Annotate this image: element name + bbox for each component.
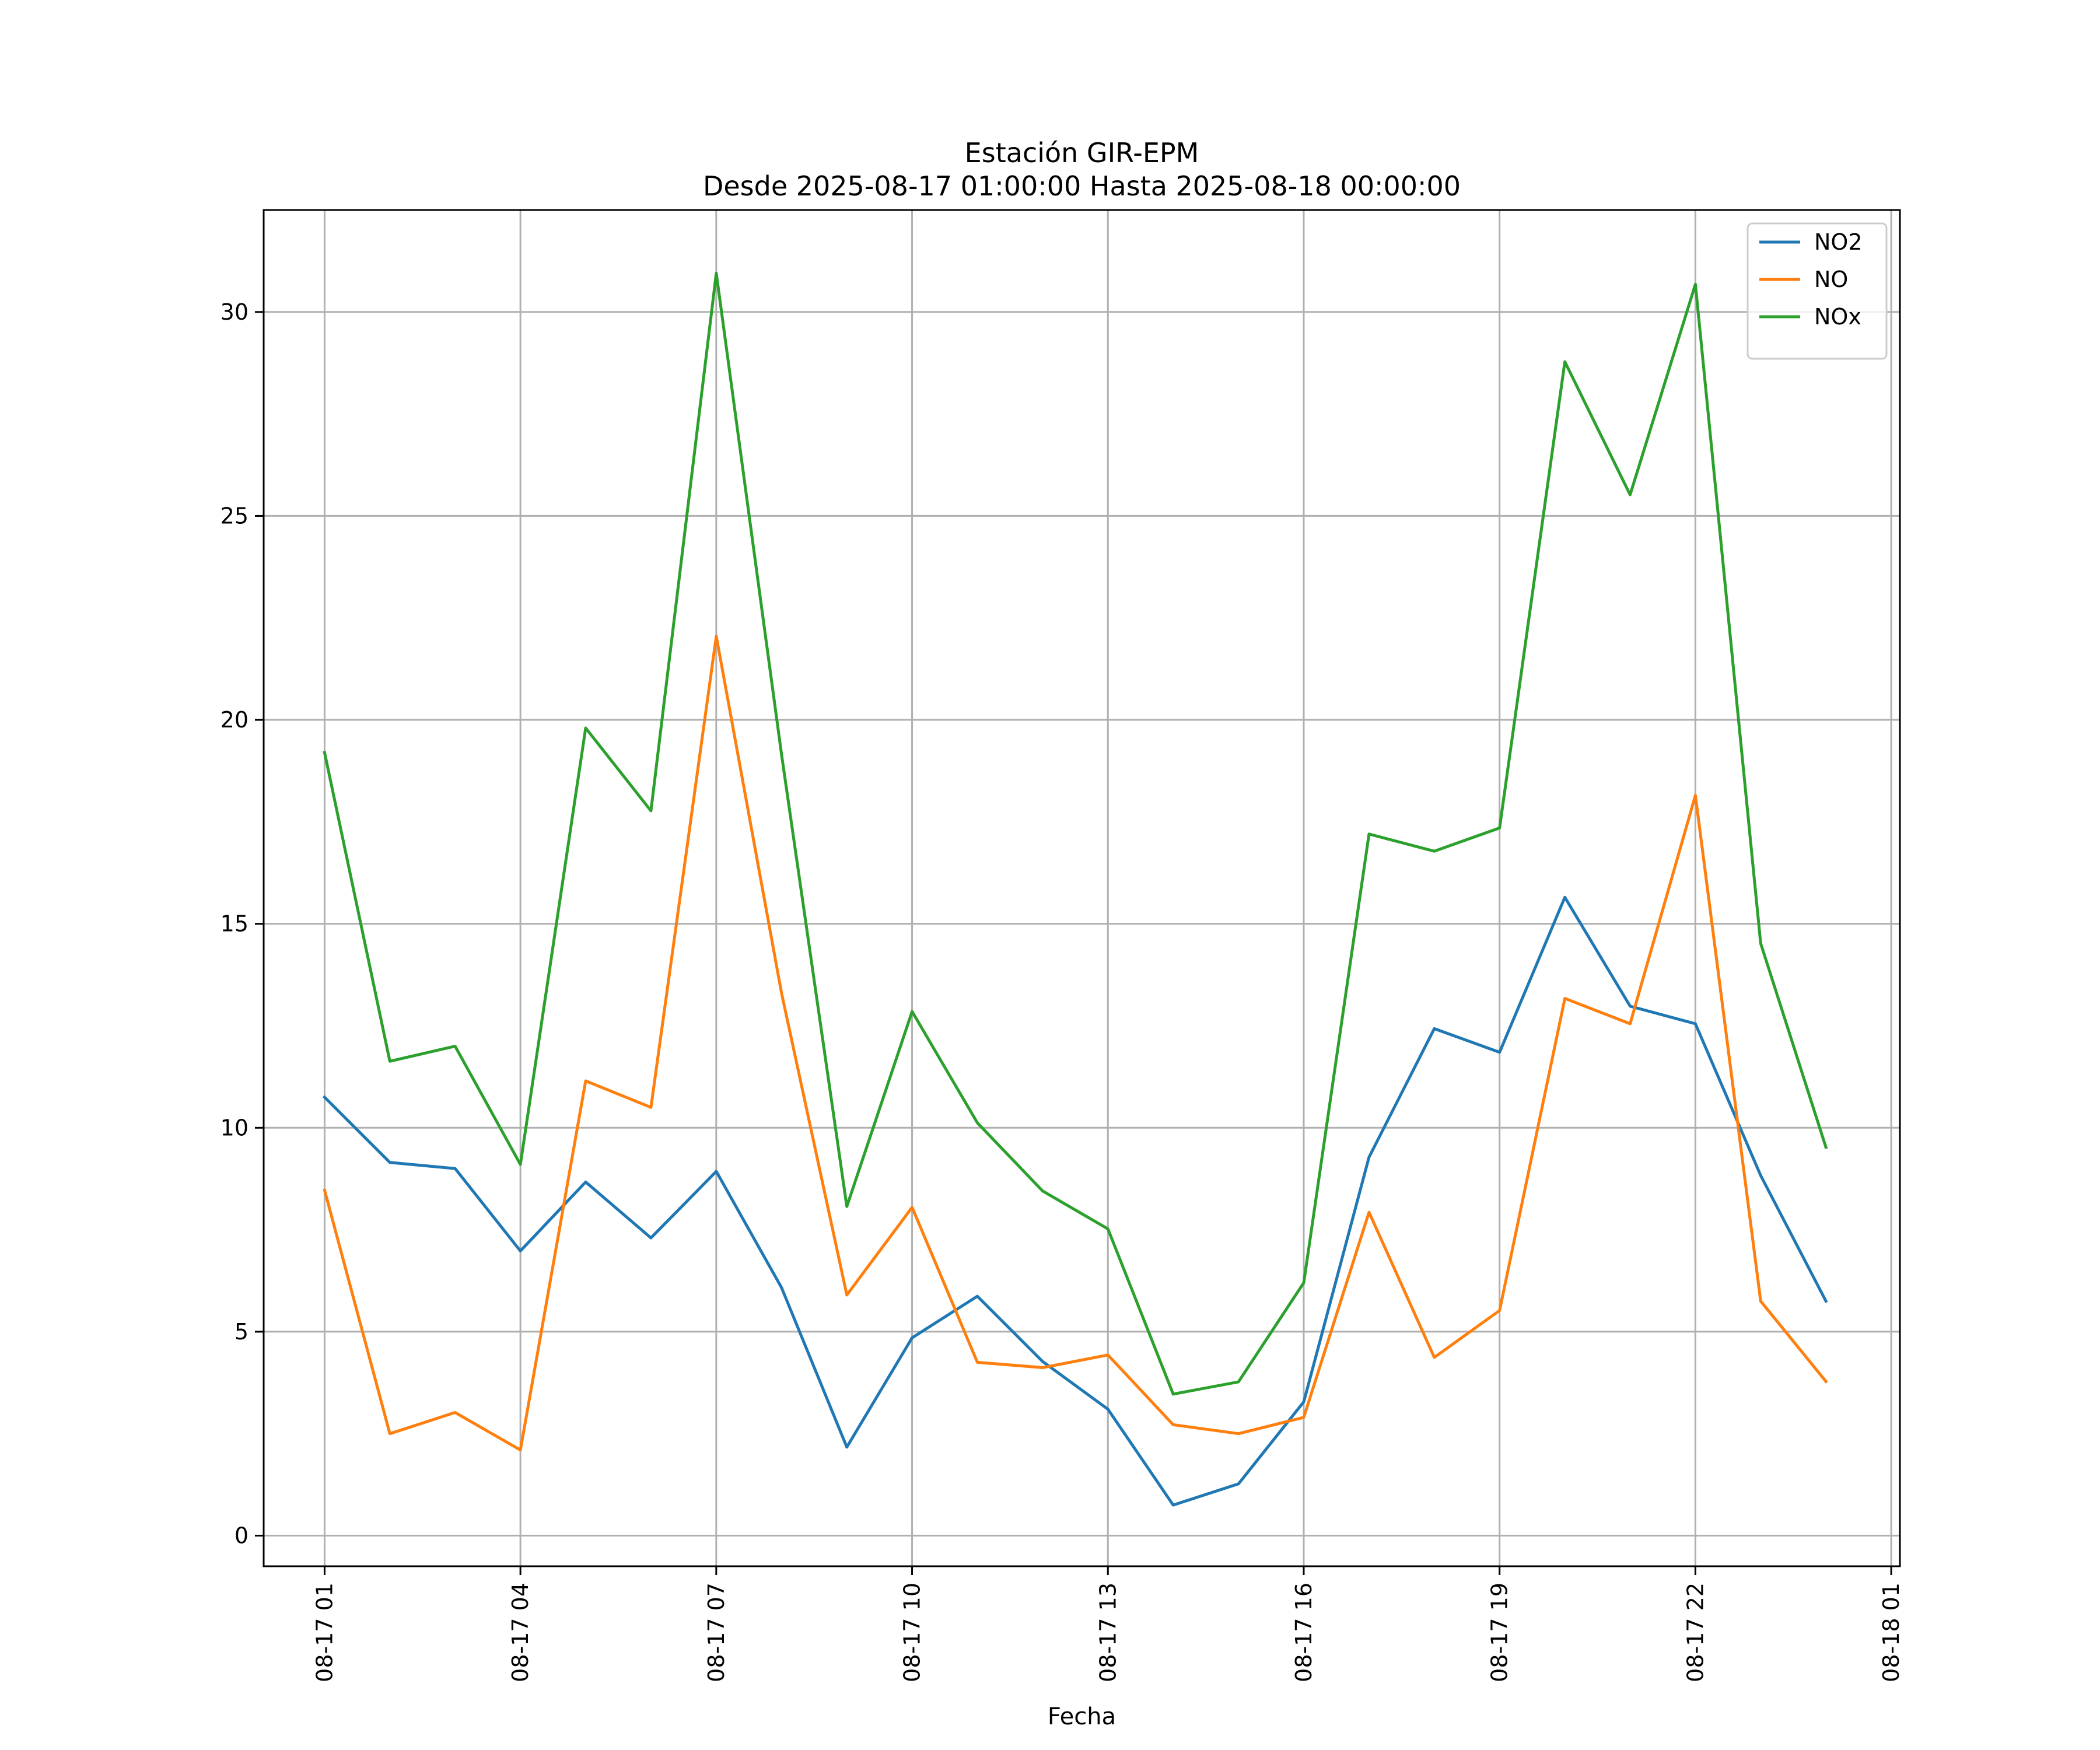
grid — [264, 210, 1900, 1566]
y-tick-label: 20 — [220, 707, 249, 733]
x-axis-label: Fecha — [1048, 1703, 1116, 1730]
x-tick-label: 08-17 16 — [1291, 1583, 1317, 1682]
x-tick-label: 08-17 07 — [704, 1583, 729, 1682]
legend-box — [1746, 222, 1888, 360]
chart-subtitle: Desde 2025-08-17 01:00:00 Hasta 2025-08-… — [703, 170, 1461, 202]
legend-label-nox: NOx — [1814, 304, 1861, 330]
legend-label-no2: NO2 — [1814, 229, 1863, 255]
chart-title: Estación GIR-EPM — [965, 137, 1199, 169]
x-tick-label: 08-17 10 — [900, 1583, 925, 1682]
y-tick-label: 30 — [220, 299, 249, 325]
x-tick-label: 08-17 13 — [1095, 1583, 1121, 1682]
y-tick-label: 0 — [235, 1523, 249, 1549]
y-tick-label: 10 — [220, 1115, 249, 1140]
series-line-no — [323, 635, 1828, 1452]
series-line-no2 — [322, 895, 1828, 1507]
legend-label-no: NO — [1814, 267, 1848, 292]
x-tick-label: 08-18 01 — [1878, 1583, 1904, 1682]
x-tick-label: 08-17 04 — [508, 1583, 533, 1682]
legend: NO2 NO NOx — [1746, 222, 1888, 360]
y-tick-label: 5 — [235, 1319, 249, 1345]
y-tick-label: 15 — [220, 911, 249, 937]
y-tick-label: 25 — [220, 503, 249, 528]
series-layer — [322, 271, 1828, 1507]
x-tick-label: 08-17 01 — [312, 1583, 337, 1682]
series-line-nox — [323, 271, 1828, 1396]
axis-ticks: 08-17 01 08-17 04 08-17 07 08-17 10 08-17 13… — [220, 299, 1904, 1682]
x-tick-label: 08-17 19 — [1487, 1583, 1513, 1682]
plot-frame — [262, 209, 1901, 1567]
x-tick-label: 08-17 22 — [1682, 1583, 1708, 1682]
